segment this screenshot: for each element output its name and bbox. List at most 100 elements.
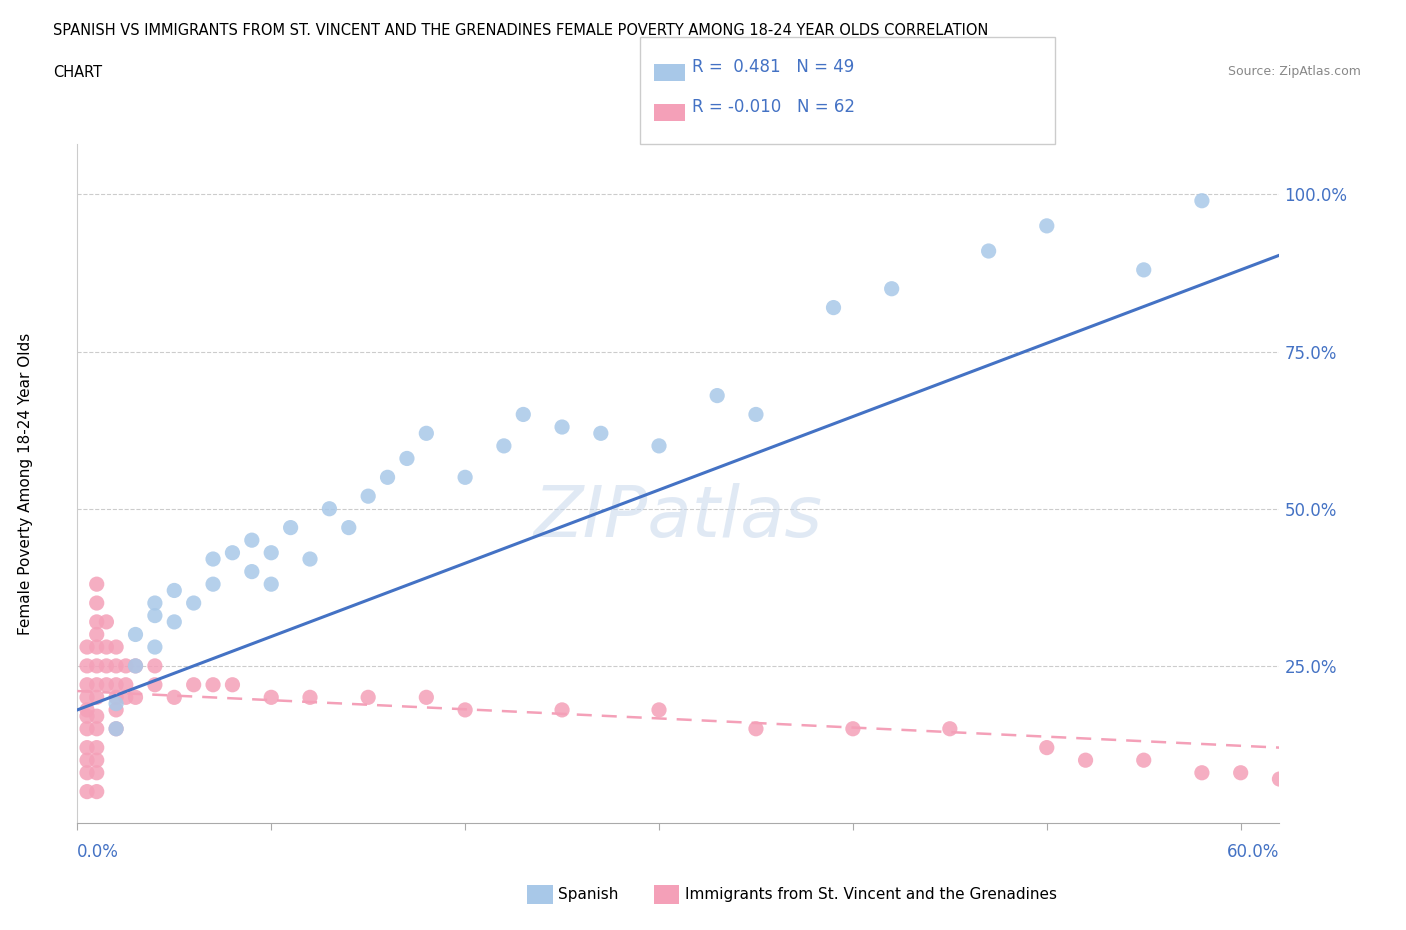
- Point: [124, 658, 146, 673]
- Point: [76, 690, 98, 705]
- Point: [823, 300, 845, 315]
- Point: [143, 595, 166, 610]
- Text: 0.0%: 0.0%: [77, 844, 120, 861]
- Point: [977, 244, 1000, 259]
- Point: [202, 577, 225, 591]
- Text: ZIPatlas: ZIPatlas: [534, 483, 823, 552]
- Text: 60.0%: 60.0%: [1227, 844, 1279, 861]
- Point: [298, 551, 321, 566]
- Point: [143, 608, 166, 623]
- Point: [86, 752, 108, 767]
- Point: [745, 407, 768, 422]
- Point: [377, 470, 399, 485]
- Text: SPANISH VS IMMIGRANTS FROM ST. VINCENT AND THE GRENADINES FEMALE POVERTY AMONG 1: SPANISH VS IMMIGRANTS FROM ST. VINCENT A…: [53, 23, 988, 38]
- Point: [183, 595, 205, 610]
- Point: [221, 545, 243, 560]
- Point: [86, 577, 108, 591]
- Point: [163, 615, 186, 630]
- Point: [939, 722, 962, 737]
- Point: [202, 551, 225, 566]
- Point: [76, 709, 98, 724]
- Point: [337, 520, 360, 535]
- Point: [1074, 752, 1097, 767]
- Point: [105, 722, 128, 737]
- Point: [105, 640, 128, 655]
- Point: [76, 658, 98, 673]
- Point: [512, 407, 534, 422]
- Point: [114, 677, 136, 692]
- Point: [260, 577, 283, 591]
- Point: [124, 690, 146, 705]
- Text: Source: ZipAtlas.com: Source: ZipAtlas.com: [1227, 65, 1361, 78]
- Point: [1132, 262, 1154, 277]
- Point: [280, 520, 302, 535]
- Point: [105, 702, 128, 717]
- Point: [1229, 765, 1251, 780]
- Point: [105, 658, 128, 673]
- Point: [76, 722, 98, 737]
- Point: [96, 658, 118, 673]
- Point: [163, 690, 186, 705]
- Point: [240, 533, 263, 548]
- Point: [76, 784, 98, 799]
- Point: [648, 438, 671, 453]
- Point: [76, 740, 98, 755]
- Point: [298, 690, 321, 705]
- Point: [1132, 752, 1154, 767]
- Point: [357, 489, 380, 504]
- Point: [76, 702, 98, 717]
- Point: [202, 677, 225, 692]
- Point: [86, 627, 108, 642]
- Point: [105, 697, 128, 711]
- Point: [86, 709, 108, 724]
- Point: [1036, 740, 1059, 755]
- Point: [86, 722, 108, 737]
- Point: [105, 722, 128, 737]
- Point: [76, 765, 98, 780]
- Point: [492, 438, 515, 453]
- Point: [124, 658, 146, 673]
- Point: [415, 426, 437, 441]
- Point: [86, 658, 108, 673]
- Text: Immigrants from St. Vincent and the Grenadines: Immigrants from St. Vincent and the Gren…: [685, 887, 1057, 902]
- Point: [589, 426, 612, 441]
- Point: [86, 595, 108, 610]
- Point: [96, 615, 118, 630]
- Point: [86, 740, 108, 755]
- Point: [1036, 219, 1059, 233]
- Point: [86, 677, 108, 692]
- Point: [454, 470, 477, 485]
- Point: [163, 583, 186, 598]
- Point: [260, 545, 283, 560]
- Point: [1191, 193, 1213, 208]
- Point: [648, 702, 671, 717]
- Text: CHART: CHART: [53, 65, 103, 80]
- Text: Female Poverty Among 18-24 Year Olds: Female Poverty Among 18-24 Year Olds: [18, 333, 32, 635]
- Point: [454, 702, 477, 717]
- Point: [96, 677, 118, 692]
- Point: [124, 627, 146, 642]
- Point: [357, 690, 380, 705]
- Point: [260, 690, 283, 705]
- Point: [76, 640, 98, 655]
- Text: R = -0.010   N = 62: R = -0.010 N = 62: [692, 98, 855, 116]
- Point: [745, 722, 768, 737]
- Point: [551, 419, 574, 434]
- Point: [240, 565, 263, 579]
- Point: [86, 615, 108, 630]
- Point: [86, 640, 108, 655]
- Point: [105, 677, 128, 692]
- Point: [86, 784, 108, 799]
- Point: [114, 690, 136, 705]
- Point: [395, 451, 418, 466]
- Point: [706, 388, 728, 403]
- Point: [76, 752, 98, 767]
- Point: [221, 677, 243, 692]
- Point: [114, 658, 136, 673]
- Point: [76, 677, 98, 692]
- Text: Spanish: Spanish: [558, 887, 619, 902]
- Point: [143, 677, 166, 692]
- Point: [880, 281, 903, 296]
- Point: [415, 690, 437, 705]
- Point: [551, 702, 574, 717]
